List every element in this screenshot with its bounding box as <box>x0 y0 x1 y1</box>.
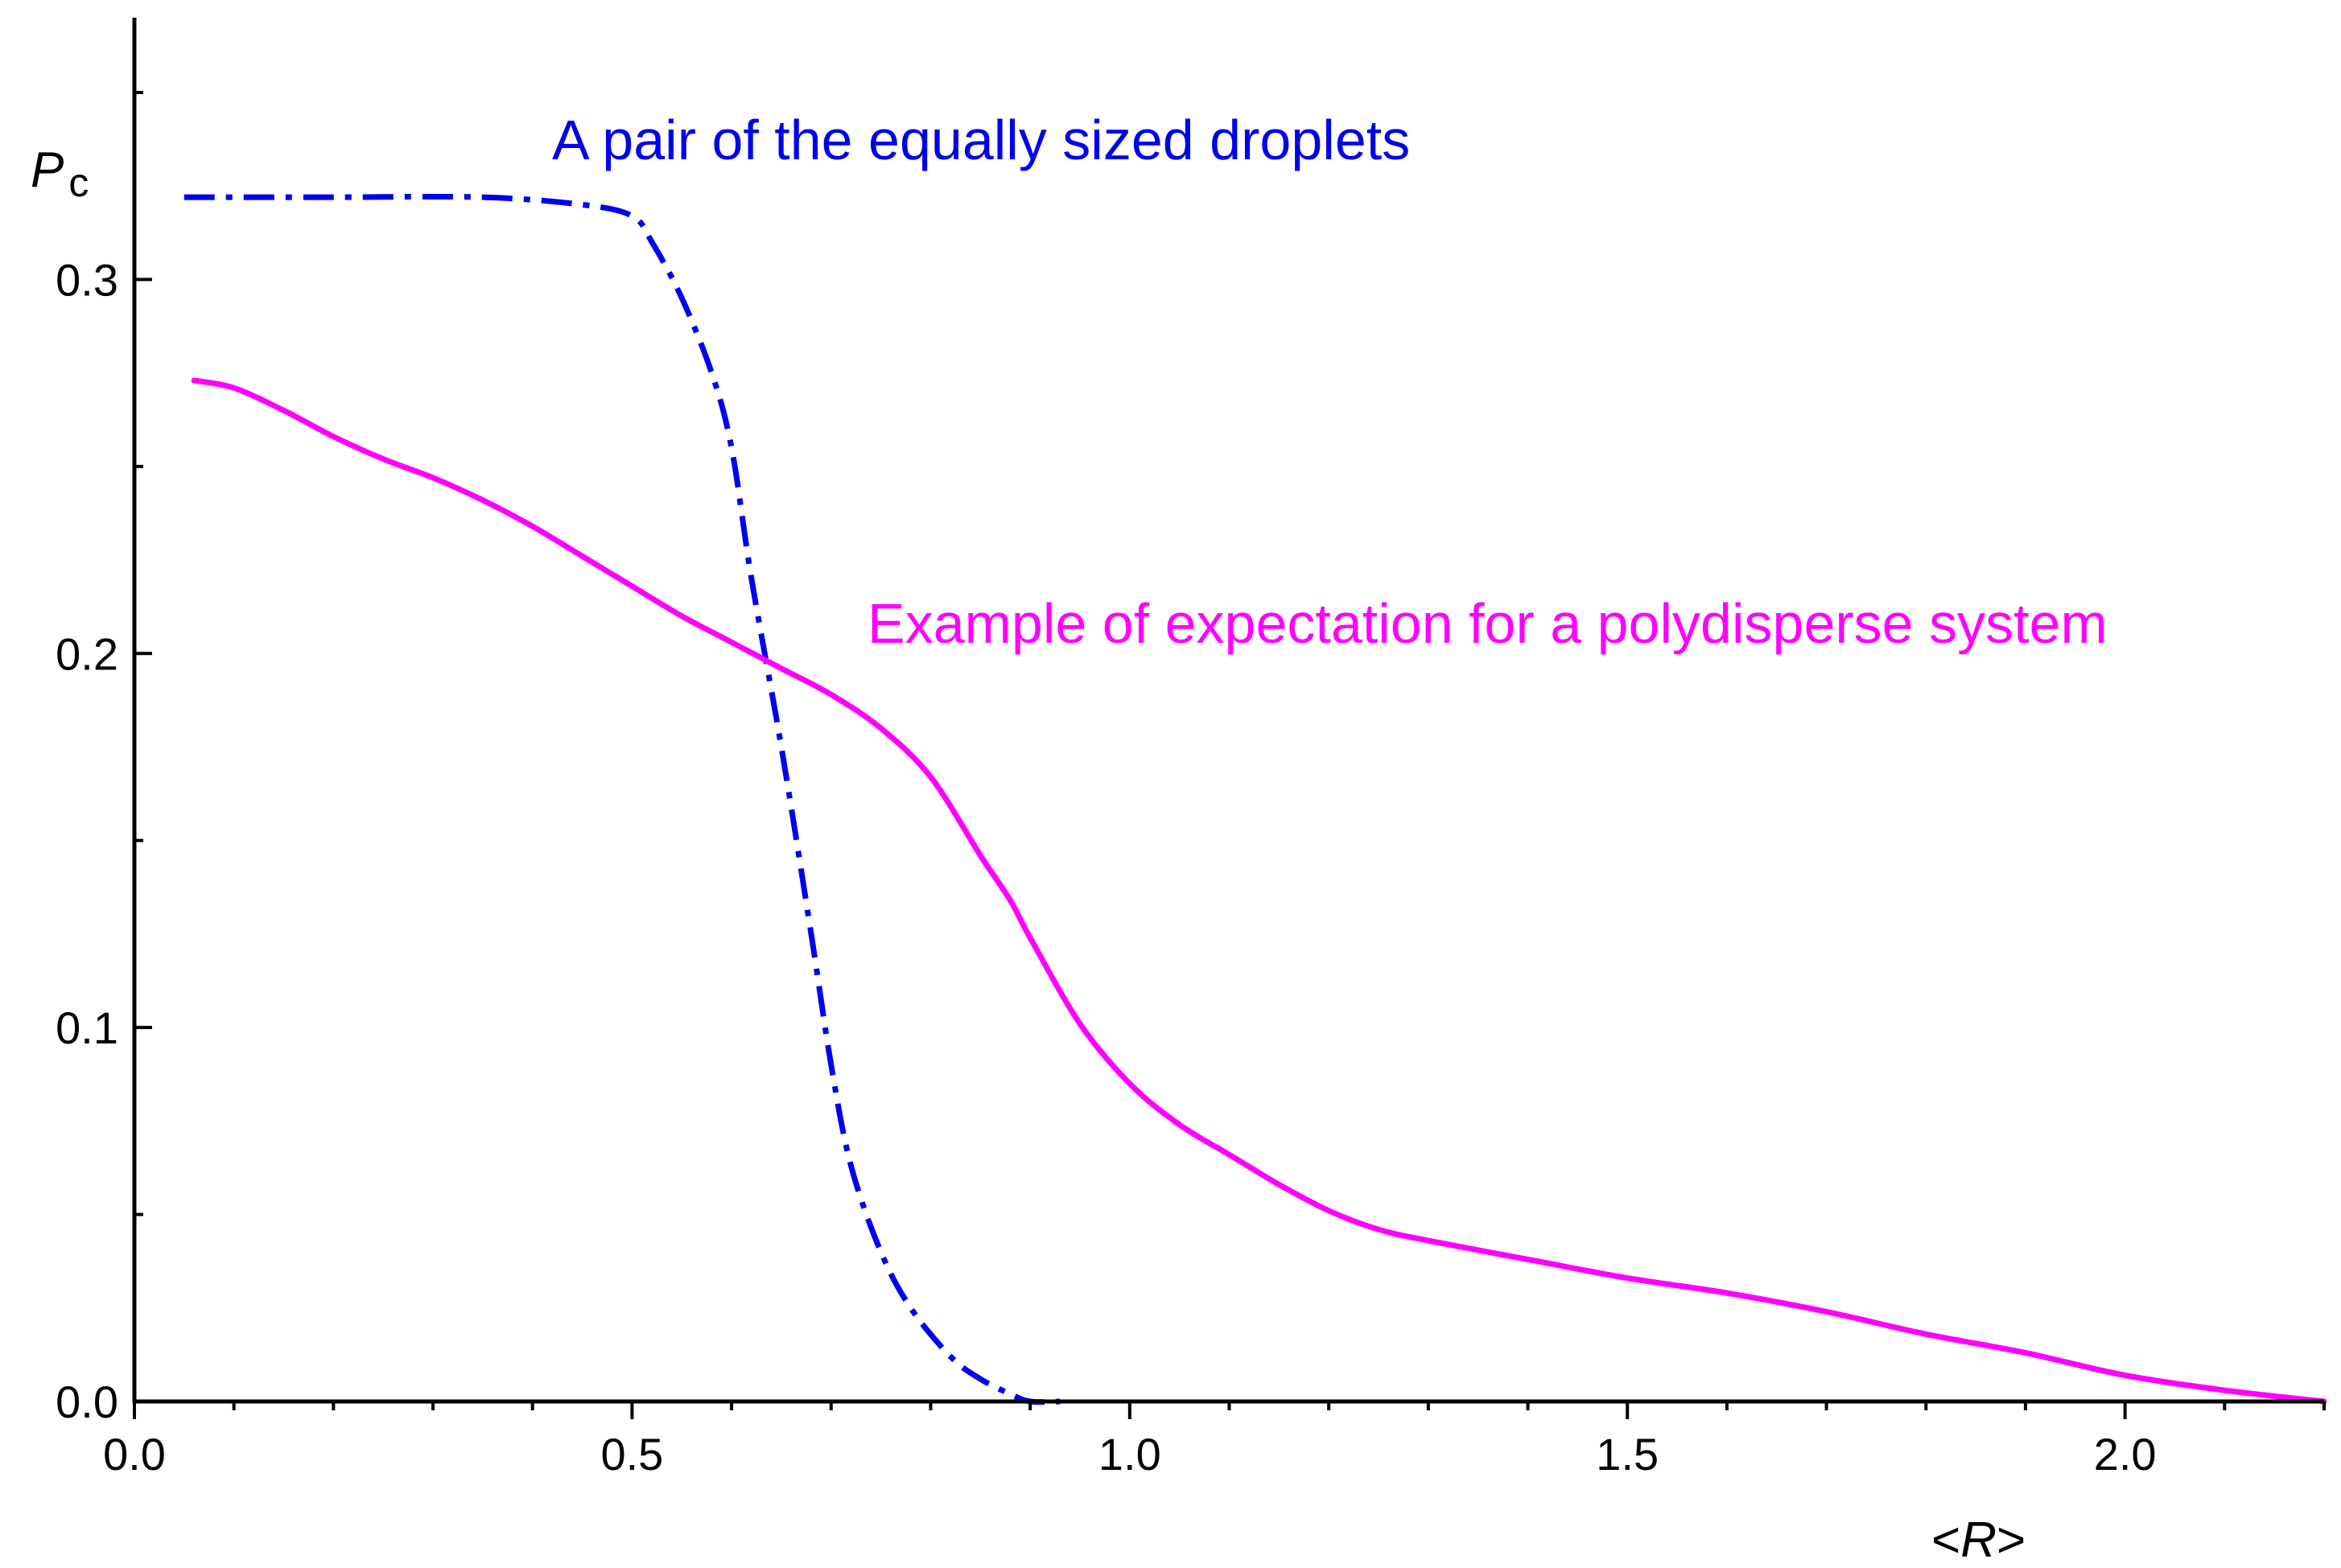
annotation-polydisperse: Example of expectation for a polydispers… <box>868 592 2108 655</box>
y-tick-label: 0.0 <box>56 1377 118 1427</box>
y-axis-title-var: P <box>31 142 64 198</box>
x-axis-title: <R> <box>1931 1512 2026 1568</box>
series-layer <box>183 193 2327 1405</box>
x-tick-label: 0.5 <box>600 1429 663 1480</box>
x-axis-title-suffix: > <box>1997 1512 2026 1568</box>
series-line-polydisperse <box>191 377 2327 1405</box>
x-tick-label: 2.0 <box>2094 1429 2157 1480</box>
axes-layer: 0.0 0.5 1.0 1.5 2.0 0.0 0.1 0.2 0.3 <box>56 18 2326 1480</box>
x-tick-label: 0.0 <box>103 1429 166 1480</box>
y-axis-title-sub: c <box>68 160 89 205</box>
annotation-monodisperse: A pair of the equally sized droplets <box>552 109 1410 171</box>
x-axis-title-prefix: < <box>1931 1512 1960 1568</box>
y-tick-label: 0.2 <box>56 628 118 679</box>
y-tick-label: 0.3 <box>56 254 118 305</box>
x-tick-label: 1.0 <box>1098 1429 1161 1480</box>
x-tick-label: 1.5 <box>1596 1429 1659 1480</box>
y-tick-label: 0.1 <box>56 1002 118 1053</box>
x-axis-title-var: R <box>1960 1512 1997 1568</box>
series-line-monodisperse <box>183 193 1061 1405</box>
